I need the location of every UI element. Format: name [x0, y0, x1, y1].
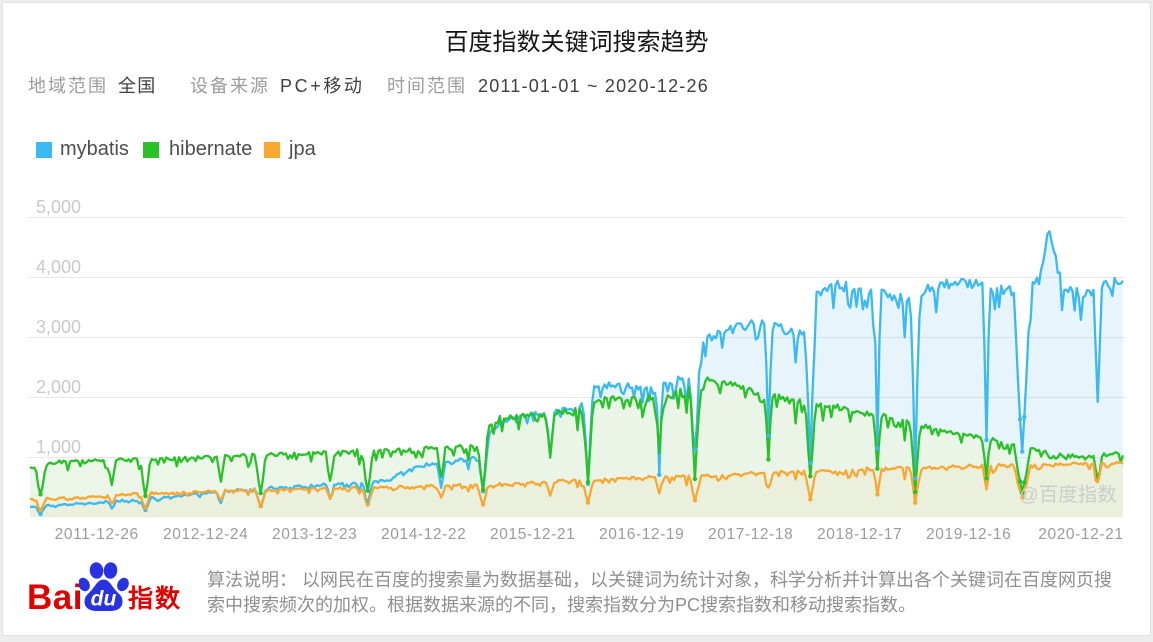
- svg-text:2011-12-26: 2011-12-26: [55, 526, 139, 543]
- svg-text:2,000: 2,000: [36, 377, 81, 397]
- svg-text:2019-12-16: 2019-12-16: [926, 526, 1011, 543]
- svg-text:4,000: 4,000: [36, 257, 81, 277]
- svg-text:2015-12-21: 2015-12-21: [490, 526, 575, 543]
- svg-text:du: du: [91, 588, 117, 611]
- svg-text:2018-12-17: 2018-12-17: [817, 526, 902, 543]
- svg-text:@百度指数: @百度指数: [1019, 484, 1117, 506]
- svg-text:2017-12-18: 2017-12-18: [708, 526, 793, 543]
- svg-text:2013-12-23: 2013-12-23: [272, 526, 357, 543]
- svg-text:1,000: 1,000: [36, 437, 81, 457]
- svg-text:2014-12-22: 2014-12-22: [381, 526, 466, 543]
- svg-text:2012-12-24: 2012-12-24: [163, 526, 248, 543]
- svg-text:2020-12-21: 2020-12-21: [1038, 526, 1123, 543]
- svg-text:3,000: 3,000: [36, 317, 81, 337]
- svg-text:2016-12-19: 2016-12-19: [599, 526, 684, 543]
- svg-text:5,000: 5,000: [36, 197, 81, 217]
